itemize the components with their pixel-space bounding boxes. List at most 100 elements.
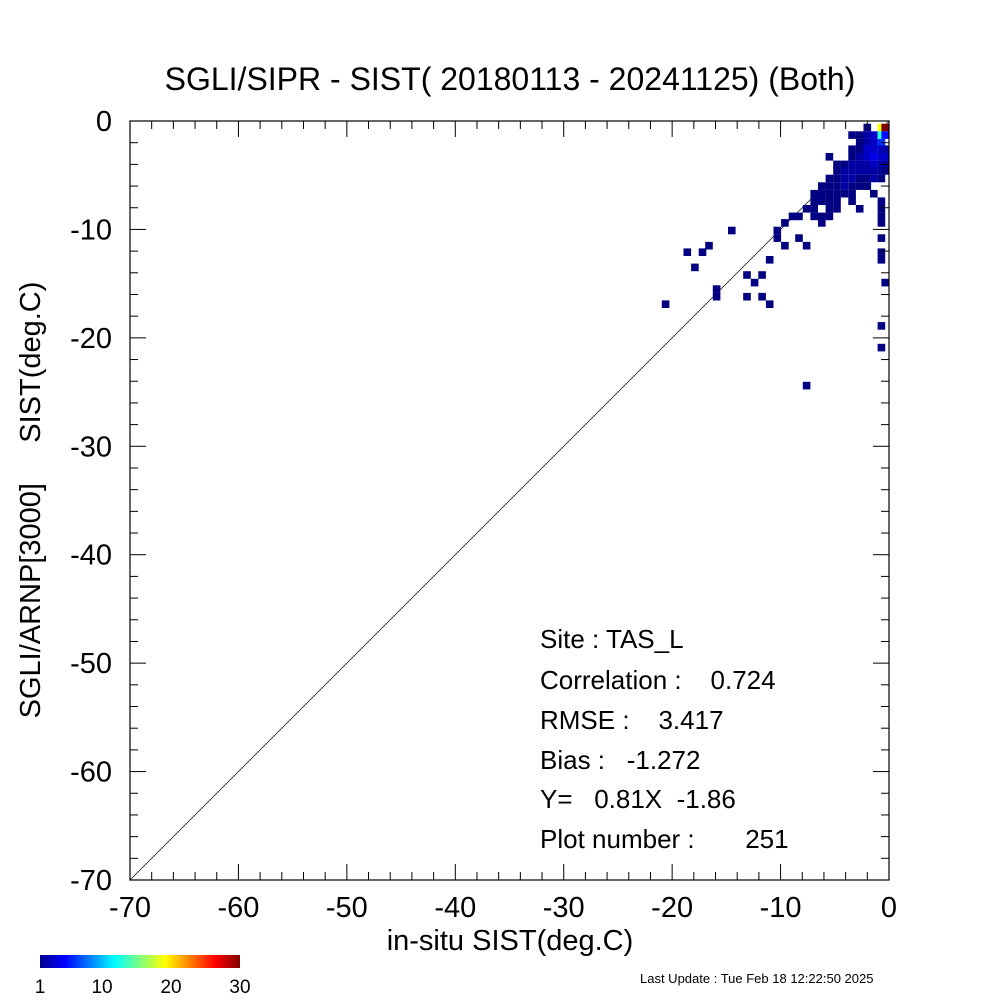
y-tick-label: -60 xyxy=(70,757,112,789)
heatmap-cell xyxy=(877,234,886,242)
heatmap-cell xyxy=(788,212,797,221)
major-ticks xyxy=(129,120,890,881)
heatmap-cell xyxy=(698,248,707,256)
heatmap-cell xyxy=(833,174,841,183)
heatmap-cell xyxy=(848,145,856,153)
heatmap-cell xyxy=(877,167,886,175)
heatmap-cell xyxy=(855,167,864,175)
chart-title: SGLI/SIPR - SIST( 20180113 - 20241125) (… xyxy=(165,61,856,97)
heatmap-cell xyxy=(863,167,872,175)
heatmap-cell xyxy=(877,131,886,139)
heatmap-cell xyxy=(712,285,721,293)
heatmap-cell xyxy=(781,219,789,227)
heatmap-cell xyxy=(855,138,864,147)
heatmap-cell xyxy=(802,205,811,213)
x-tick-label: 0 xyxy=(881,892,897,924)
heatmap-cell xyxy=(750,278,759,287)
colorbar-tick-label: 1 xyxy=(35,977,46,998)
heatmap-cell xyxy=(773,226,782,235)
heatmap-cell xyxy=(877,322,886,330)
heatmap-cell xyxy=(877,248,886,256)
heatmap-cell xyxy=(863,174,872,183)
heatmap-cell xyxy=(870,174,878,183)
heatmap-cell xyxy=(870,153,878,161)
heatmap-cell xyxy=(840,189,849,198)
heatmap-cell xyxy=(818,219,826,227)
heatmap-cell xyxy=(848,174,856,183)
heatmap-cell xyxy=(870,189,878,198)
heatmap-cell xyxy=(818,197,826,205)
heatmap-cell xyxy=(881,131,889,139)
x-tick-label: -70 xyxy=(109,892,151,924)
heatmap-cell xyxy=(877,205,886,213)
heatmap-cell xyxy=(877,145,886,153)
heatmap-cell xyxy=(833,205,841,213)
heatmap-cell xyxy=(863,138,872,147)
heatmap-cell xyxy=(661,300,670,308)
y-tick-labels: 0 -10 -20 -30 -40 -50 -60 -70 xyxy=(70,106,112,897)
heatmap-cell xyxy=(825,205,834,213)
y-axis-label: SGLI/ARNP[3000] SIST(deg.C) xyxy=(15,282,47,719)
heatmap-cell xyxy=(863,160,872,169)
heatmap-cell xyxy=(870,145,878,153)
x-tick-label: -50 xyxy=(326,892,368,924)
heatmap-cell xyxy=(781,241,789,250)
colorbar-tick-label: 20 xyxy=(160,977,181,998)
stat-regression: Y= 0.81X -1.86 xyxy=(540,784,736,814)
stat-plot-number: Plot number : 251 xyxy=(540,824,789,854)
stat-bias: Bias : -1.272 xyxy=(540,745,700,775)
x-axis-label: in-situ SIST(deg.C) xyxy=(387,925,634,957)
colorbar-tick-label: 30 xyxy=(229,977,250,998)
colorbar-tick-label: 10 xyxy=(91,977,112,998)
plot-frame xyxy=(129,120,890,881)
heatmap-cell xyxy=(855,160,864,169)
last-update: Last Update : Tue Feb 18 12:22:50 2025 xyxy=(640,971,873,986)
heatmap-cell xyxy=(881,123,889,132)
heatmap-cell xyxy=(818,189,826,198)
heatmap-cell xyxy=(765,256,774,264)
heatmap-cell xyxy=(848,167,856,175)
heatmap-cell xyxy=(855,153,864,161)
heatmap-cell xyxy=(825,212,834,221)
heatmap-cell xyxy=(743,271,751,279)
y-tick-label: -10 xyxy=(70,214,112,246)
colorbar-gradient xyxy=(40,955,240,968)
heatmap-cell xyxy=(743,292,751,301)
x-tick-label: -60 xyxy=(217,892,259,924)
heatmap-cell xyxy=(848,131,856,139)
heatmap-cell xyxy=(877,343,886,352)
heatmap-cell xyxy=(825,182,834,190)
stat-correlation: Correlation : 0.724 xyxy=(540,665,776,695)
heatmap-cell xyxy=(855,145,864,153)
heatmap-cell xyxy=(840,160,849,169)
y-tick-label: -40 xyxy=(70,540,112,572)
colorbar-tick-labels: 1 10 20 30 xyxy=(35,977,251,998)
heatmap-cell xyxy=(855,174,864,183)
heatmap-cell xyxy=(870,131,878,139)
heatmap-cell xyxy=(877,256,886,264)
heatmap-cell xyxy=(855,205,864,213)
heatmap-cell xyxy=(848,160,856,169)
heatmap-cell xyxy=(848,182,856,190)
heatmap-cell xyxy=(840,174,849,183)
heatmap-cell xyxy=(691,263,699,272)
heatmap-cell xyxy=(877,153,886,161)
heatmap-cell xyxy=(833,167,841,175)
heatmap-cell xyxy=(825,189,834,198)
heatmap-cell xyxy=(840,182,849,190)
heatmap-cell xyxy=(818,182,826,190)
plot-area xyxy=(129,120,890,881)
heatmap-cell xyxy=(877,123,886,132)
heatmap-cell xyxy=(833,182,841,190)
heatmap-cell xyxy=(877,174,886,183)
stats-box: Site : TAS_L Correlation : 0.724 RMSE : … xyxy=(540,624,789,854)
heatmap-cell xyxy=(818,212,826,221)
heatmap-cell xyxy=(765,300,774,308)
heatmap-cell xyxy=(881,153,889,161)
y-tick-label: -20 xyxy=(70,323,112,355)
heatmap-cell xyxy=(870,138,878,147)
heatmap-cell xyxy=(881,278,889,287)
heatmap-cell xyxy=(825,153,834,161)
heatmap-cell xyxy=(802,381,811,390)
heatmap-cell xyxy=(810,189,818,198)
